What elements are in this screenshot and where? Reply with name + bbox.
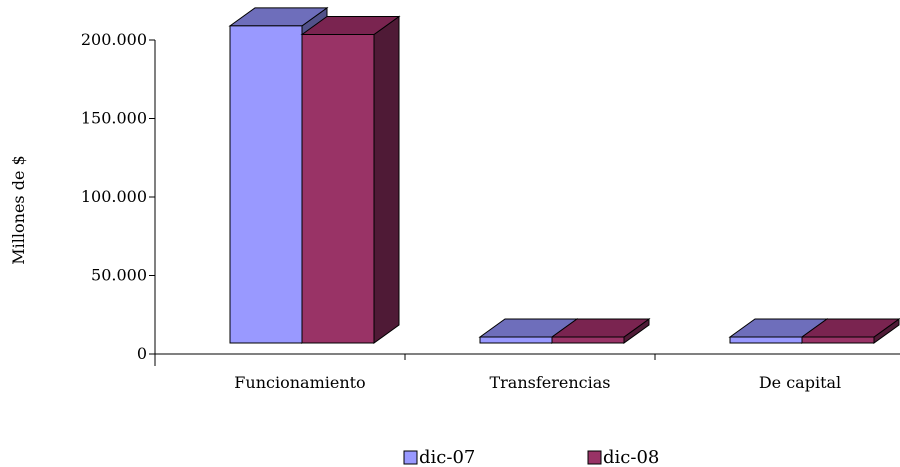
bar-dic-08-De capital: [800, 318, 900, 344]
y-tick-label: 0: [137, 344, 147, 363]
legend: dic-07 dic-08: [403, 447, 659, 467]
axes: 0 50.000 100.000 150.000 200.000: [81, 30, 900, 366]
bar-front: [301, 33, 375, 344]
y-axis-label: Millones de $: [9, 155, 28, 264]
legend-item-dic-07: dic-07: [403, 447, 475, 467]
bar-dic-08-Funcionamiento: [300, 15, 401, 344]
bar-front: [551, 336, 625, 344]
bar-front: [479, 336, 553, 344]
legend-swatch: [403, 450, 418, 465]
legend-swatch: [587, 450, 602, 465]
bar-front: [729, 336, 803, 344]
y-tick-label: 50.000: [91, 266, 147, 285]
legend-label: dic-08: [603, 447, 659, 467]
y-tick-label: 150.000: [81, 109, 147, 128]
bar-front: [801, 336, 875, 344]
y-tick-label: 200.000: [81, 30, 147, 49]
x-tick-label: De capital: [759, 373, 841, 392]
x-tick-label: Funcionamiento: [234, 373, 365, 392]
bar-front: [229, 25, 303, 344]
category-labels: Funcionamiento Transferencias De capital: [234, 373, 841, 392]
legend-item-dic-08: dic-08: [587, 447, 659, 467]
bar-side: [373, 15, 400, 344]
legend-label: dic-07: [419, 447, 475, 467]
bars: [228, 6, 900, 344]
bar-dic-08-Transferencias: [550, 318, 651, 344]
x-tick-label: Transferencias: [489, 373, 610, 392]
y-tick-label: 100.000: [81, 187, 147, 206]
